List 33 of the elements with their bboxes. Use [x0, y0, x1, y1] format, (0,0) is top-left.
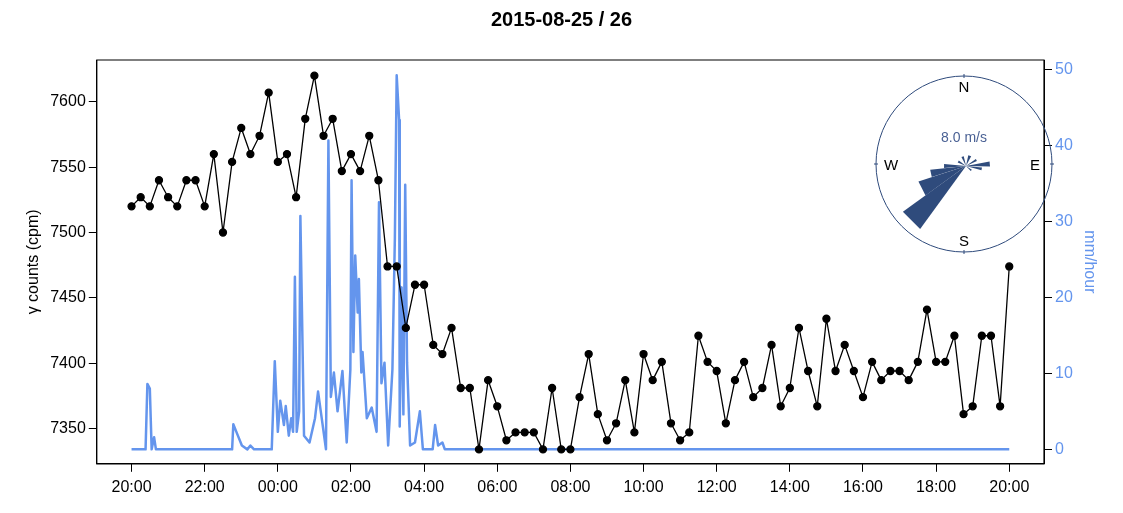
- y-axis-title: γ counts (cpm): [24, 209, 42, 315]
- annotation: E: [1029, 156, 1041, 173]
- annotation: W: [883, 156, 899, 173]
- y-tick-label: 7350: [50, 418, 86, 436]
- y-tick-label: 7550: [50, 157, 86, 175]
- x-tick-label: 00:00: [257, 477, 298, 495]
- x-tick-label: 20:00: [989, 477, 1030, 495]
- annotation: N: [958, 78, 970, 95]
- y2-tick-label: 10: [1055, 363, 1073, 381]
- x-tick-label: 12:00: [696, 477, 737, 495]
- y-tick-label: 7600: [50, 92, 86, 110]
- x-tick-label: 18:00: [916, 477, 957, 495]
- y2-tick-label: 20: [1055, 287, 1073, 305]
- y2-tick-label: 30: [1055, 211, 1073, 229]
- x-tick-label: 02:00: [330, 477, 372, 495]
- y-tick-label: 7400: [50, 353, 86, 371]
- x-tick-label: 14:00: [769, 477, 810, 495]
- x-tick-label: 04:00: [404, 477, 445, 495]
- x-tick-label: 06:00: [477, 477, 518, 495]
- y-tick-label: 7500: [50, 222, 86, 240]
- y2-tick-label: 50: [1055, 59, 1073, 77]
- y2-tick-label: 40: [1055, 135, 1073, 153]
- y-tick-label: 7450: [50, 288, 86, 306]
- y2-axis-title: mm/hour: [1081, 230, 1099, 295]
- x-tick-label: 08:00: [550, 477, 591, 495]
- x-tick-label: 20:00: [111, 477, 152, 495]
- x-tick-label: 22:00: [184, 477, 225, 495]
- y2-tick-label: 0: [1055, 439, 1064, 457]
- annotation: 8.0 m/s: [941, 129, 987, 145]
- x-tick-label: 10:00: [623, 477, 664, 495]
- chart-title: 2015-08-25 / 26: [490, 7, 633, 30]
- x-tick-label: 16:00: [842, 477, 884, 495]
- annotation: S: [958, 232, 970, 249]
